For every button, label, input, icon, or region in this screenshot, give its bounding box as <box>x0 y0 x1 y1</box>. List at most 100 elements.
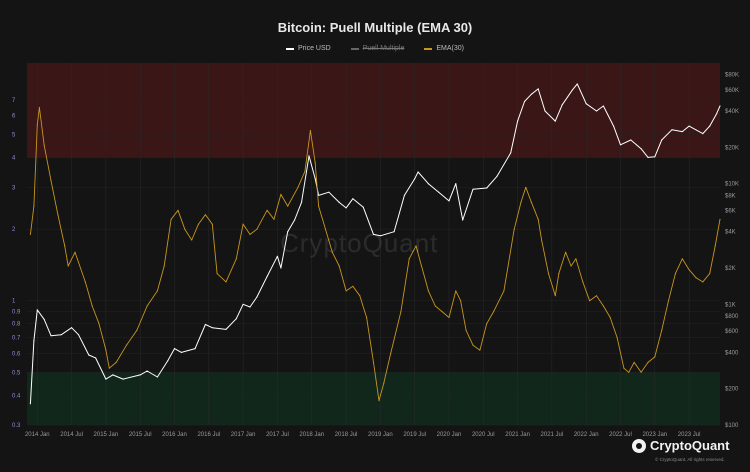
data-point <box>434 305 436 307</box>
data-point <box>33 205 35 207</box>
data-point <box>204 214 206 216</box>
data-point <box>654 156 656 158</box>
data-point <box>338 265 340 267</box>
data-point <box>595 295 598 297</box>
data-point <box>661 329 663 331</box>
data-point <box>139 374 141 376</box>
data-point <box>671 129 673 131</box>
data-point <box>415 245 417 247</box>
y-right-tick-label: $1K <box>725 302 736 308</box>
band-overheated <box>27 63 720 158</box>
data-point <box>427 183 429 185</box>
data-point <box>616 336 618 339</box>
data-point <box>249 306 251 308</box>
x-tick-label: 2014 Jul <box>60 432 83 438</box>
data-point <box>472 344 474 346</box>
data-point <box>29 403 31 405</box>
data-point <box>554 295 556 297</box>
legend-item-ema[interactable]: EMA(30) <box>424 45 464 52</box>
data-point <box>716 113 718 115</box>
data-point <box>167 360 169 362</box>
data-point <box>211 327 213 329</box>
band-undervalued <box>27 372 720 425</box>
x-tick-label: 2020 Jan <box>437 432 462 438</box>
legend-item-puell[interactable]: Puell Multiple <box>350 45 404 52</box>
data-point <box>57 214 59 216</box>
data-point <box>318 205 320 207</box>
data-point <box>633 361 635 363</box>
data-point <box>654 356 656 358</box>
data-point <box>709 273 711 275</box>
data-point <box>688 269 690 271</box>
data-point <box>544 110 546 112</box>
data-point <box>517 120 519 122</box>
y-left-tick-label: 0.3 <box>12 423 21 429</box>
data-point <box>530 93 532 95</box>
bands-layer <box>27 63 720 425</box>
data-point <box>589 300 591 302</box>
data-point <box>695 277 697 279</box>
data-point <box>156 376 158 378</box>
data-point <box>400 311 402 313</box>
data-point <box>541 239 543 241</box>
data-point <box>688 125 690 127</box>
data-point <box>667 300 670 302</box>
data-point <box>352 285 354 287</box>
data-point <box>570 265 572 267</box>
data-point <box>585 103 587 105</box>
y-left-tick-label: 7 <box>12 98 16 104</box>
data-point <box>33 340 35 342</box>
x-tick-label: 2021 Jan <box>505 432 530 438</box>
y-right-tick-label: $20K <box>725 145 739 151</box>
data-point <box>537 88 539 90</box>
data-point <box>362 206 364 208</box>
data-point <box>211 223 213 225</box>
data-point <box>479 349 481 351</box>
legend-item-price[interactable]: Price USD <box>286 45 331 52</box>
data-point <box>619 144 622 146</box>
y-right-tick-label: $40K <box>725 109 739 115</box>
data-point <box>64 245 66 247</box>
x-tick-label: 2022 Jan <box>574 432 599 438</box>
data-point <box>465 329 467 331</box>
data-point <box>74 251 76 253</box>
data-point <box>486 187 488 189</box>
data-point <box>50 180 52 182</box>
data-point <box>345 290 347 292</box>
x-tick-label: 2020 Jul <box>472 432 495 438</box>
data-point <box>287 205 289 207</box>
data-point <box>98 323 100 325</box>
y-left-tick-label: 6 <box>12 114 16 120</box>
data-point <box>366 316 368 319</box>
y-left-tick-label: 1 <box>12 299 16 305</box>
data-point <box>60 334 62 336</box>
y-left-tick-label: 0.9 <box>12 310 21 316</box>
x-tick-label: 2021 Jul <box>541 432 564 438</box>
x-tick-label: 2018 Jan <box>299 432 324 438</box>
data-point <box>71 327 73 329</box>
data-point <box>324 228 327 230</box>
data-point <box>43 144 45 146</box>
data-point <box>438 191 440 193</box>
data-point <box>115 361 117 363</box>
data-point <box>50 335 52 337</box>
data-point <box>225 281 227 283</box>
x-tick-label: 2023 Jul <box>678 432 701 438</box>
data-point <box>29 233 31 235</box>
legend-swatch-puell <box>350 47 359 50</box>
data-point <box>294 219 296 221</box>
data-point <box>163 265 165 267</box>
data-point <box>602 305 605 307</box>
data-point <box>455 183 457 185</box>
data-point <box>681 258 683 260</box>
data-point <box>204 323 206 326</box>
data-point <box>460 300 462 302</box>
data-point <box>602 105 605 107</box>
data-point <box>308 155 310 157</box>
data-point <box>702 281 704 283</box>
data-point <box>383 382 385 384</box>
data-point <box>390 352 392 354</box>
data-point <box>280 267 282 269</box>
data-point <box>276 255 278 257</box>
